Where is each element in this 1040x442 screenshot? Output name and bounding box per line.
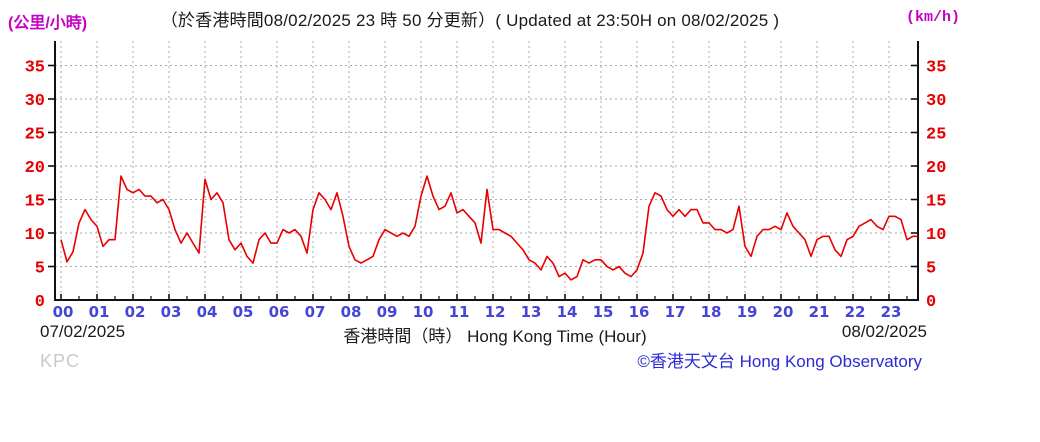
- x-axis-tick-label: 03: [161, 303, 182, 321]
- x-axis-tick-label: 21: [809, 303, 830, 321]
- x-axis-tick-label: 07: [305, 303, 326, 321]
- station-code-watermark: KPC: [40, 351, 81, 371]
- y-axis-unit-label-right: (km/h): [906, 9, 961, 26]
- x-axis-tick-label: 09: [377, 303, 398, 321]
- y-axis-tick-label-right: 35: [926, 59, 946, 78]
- wind-speed-line: [60, 175, 918, 281]
- y-axis-tick-label-left: 35: [25, 59, 45, 78]
- chart-title: （於香港時間08/02/2025 23 時 50 分更新）( Updated a…: [160, 11, 780, 30]
- y-axis-tick-label-left: 5: [35, 260, 45, 279]
- y-axis-tick-label-left: 25: [25, 126, 45, 145]
- y-axis-tick-label-right: 30: [926, 92, 946, 111]
- x-axis-tick-label: 18: [701, 303, 722, 321]
- x-axis-tick-label: 10: [413, 303, 434, 321]
- x-axis-tick-label: 23: [881, 303, 902, 321]
- x-axis-tick-label: 13: [521, 303, 542, 321]
- x-axis-tick-label: 11: [449, 303, 470, 321]
- y-axis-tick-label-right: 15: [926, 193, 946, 212]
- x-axis-tick-label: 17: [665, 303, 686, 321]
- x-axis-tick-label: 22: [845, 303, 866, 321]
- x-axis-title: 香港時間（時） Hong Kong Time (Hour): [343, 327, 647, 346]
- x-axis-tick-label: 19: [737, 303, 758, 321]
- x-axis-tick-label: 20: [773, 303, 794, 321]
- x-axis-tick-label: 15: [593, 303, 614, 321]
- y-axis-tick-label-right: 0: [926, 293, 936, 312]
- end-date-label: 08/02/2025: [841, 322, 927, 341]
- y-axis-tick-label-left: 20: [25, 159, 45, 178]
- x-axis-tick-label: 05: [233, 303, 254, 321]
- copyright-notice: ©香港天文台 Hong Kong Observatory: [637, 352, 922, 371]
- x-axis-tick-label: 14: [557, 303, 578, 321]
- x-axis-tick-label: 06: [269, 303, 290, 321]
- y-axis-tick-label-right: 5: [926, 260, 936, 279]
- y-axis-tick-label-left: 0: [35, 293, 45, 312]
- start-date-label: 07/02/2025: [40, 322, 126, 341]
- y-axis-tick-label-left: 10: [25, 226, 45, 245]
- y-axis-tick-label-left: 30: [25, 92, 45, 111]
- y-axis-tick-label-left: 15: [25, 193, 45, 212]
- x-axis-tick-label: 16: [629, 303, 650, 321]
- y-axis-unit-label-left: (公里/小時): [8, 15, 88, 32]
- y-axis-tick-label-right: 25: [926, 126, 946, 145]
- x-axis-tick-label: 04: [197, 303, 218, 321]
- x-axis-tick-label: 08: [341, 303, 362, 321]
- x-axis-tick-label: 12: [485, 303, 506, 321]
- x-axis-tick-label: 02: [125, 303, 146, 321]
- x-axis-tick-label: 00: [53, 303, 74, 321]
- y-axis-tick-label-right: 10: [926, 226, 946, 245]
- x-axis-tick-label: 01: [89, 303, 110, 321]
- y-axis-tick-label-right: 20: [926, 159, 946, 178]
